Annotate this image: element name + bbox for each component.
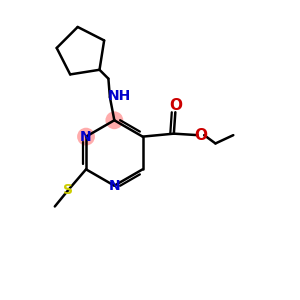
Text: NH: NH xyxy=(108,88,131,103)
Circle shape xyxy=(105,111,123,129)
Circle shape xyxy=(77,128,95,146)
Text: N: N xyxy=(109,179,120,193)
Text: N: N xyxy=(80,130,92,144)
Text: O: O xyxy=(169,98,182,113)
Text: S: S xyxy=(63,183,73,197)
Text: O: O xyxy=(195,128,208,142)
